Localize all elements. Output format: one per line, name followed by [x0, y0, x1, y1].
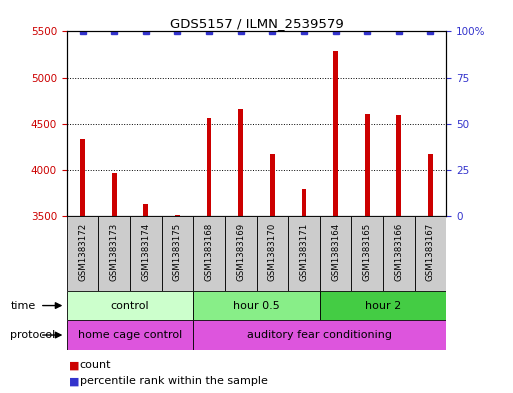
Text: GSM1383166: GSM1383166: [394, 223, 403, 281]
Text: GSM1383168: GSM1383168: [205, 223, 213, 281]
Bar: [98, 216, 130, 291]
Text: hour 2: hour 2: [365, 301, 401, 310]
Bar: [130, 216, 162, 291]
Bar: [397, 116, 401, 216]
Bar: [288, 216, 320, 291]
Bar: [320, 216, 351, 291]
Bar: [207, 118, 211, 216]
Text: count: count: [80, 360, 111, 371]
Bar: [112, 173, 116, 216]
Text: auditory fear conditioning: auditory fear conditioning: [247, 330, 392, 340]
Bar: [175, 215, 180, 216]
Bar: [193, 291, 320, 320]
Text: home cage control: home cage control: [78, 330, 182, 340]
Text: percentile rank within the sample: percentile rank within the sample: [80, 376, 267, 386]
Text: hour 0.5: hour 0.5: [233, 301, 280, 310]
Bar: [193, 216, 225, 291]
Bar: [333, 51, 338, 216]
Title: GDS5157 / ILMN_2539579: GDS5157 / ILMN_2539579: [170, 17, 343, 30]
Bar: [302, 189, 306, 216]
Bar: [351, 216, 383, 291]
Bar: [256, 216, 288, 291]
Text: GSM1383170: GSM1383170: [268, 223, 277, 281]
Text: GSM1383175: GSM1383175: [173, 223, 182, 281]
Bar: [270, 154, 274, 216]
Text: GSM1383169: GSM1383169: [236, 223, 245, 281]
Bar: [320, 291, 446, 320]
Bar: [67, 291, 193, 320]
Text: GSM1383167: GSM1383167: [426, 223, 435, 281]
Bar: [415, 216, 446, 291]
Text: GSM1383173: GSM1383173: [110, 223, 119, 281]
Bar: [428, 154, 433, 216]
Bar: [67, 320, 193, 350]
Bar: [144, 204, 148, 216]
Bar: [225, 216, 256, 291]
Bar: [193, 320, 446, 350]
Text: GSM1383172: GSM1383172: [78, 223, 87, 281]
Text: control: control: [111, 301, 149, 310]
Text: ■: ■: [69, 376, 80, 386]
Bar: [383, 216, 415, 291]
Text: GSM1383174: GSM1383174: [141, 223, 150, 281]
Bar: [80, 140, 85, 216]
Text: ■: ■: [69, 360, 80, 371]
Bar: [162, 216, 193, 291]
Text: GSM1383164: GSM1383164: [331, 223, 340, 281]
Bar: [67, 216, 98, 291]
Text: time: time: [10, 301, 35, 310]
Text: GSM1383171: GSM1383171: [300, 223, 308, 281]
Bar: [239, 109, 243, 216]
Bar: [365, 114, 369, 216]
Text: protocol: protocol: [10, 330, 55, 340]
Text: GSM1383165: GSM1383165: [363, 223, 372, 281]
